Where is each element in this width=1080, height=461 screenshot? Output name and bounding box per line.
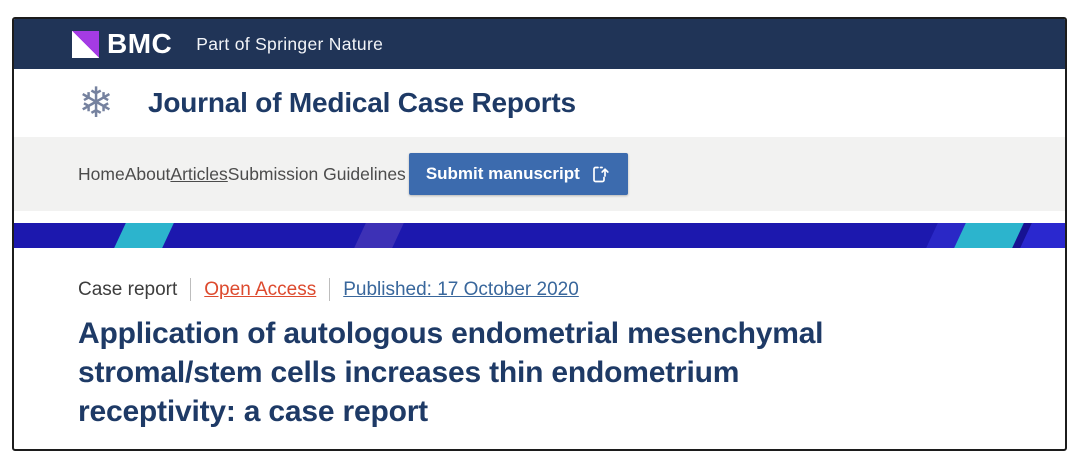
submit-manuscript-label: Submit manuscript: [425, 164, 580, 183]
bmc-wordmark[interactable]: BMC: [107, 28, 173, 59]
brand-bar: BMC Part of Springer Nature: [14, 19, 1065, 69]
journal-title[interactable]: Journal of Medical Case Reports: [148, 87, 576, 118]
article-header: Case report Open Access Published: 17 Oc…: [14, 248, 1065, 431]
decorative-banner: [14, 223, 1065, 248]
meta-separator: [329, 278, 331, 301]
nav-item-articles[interactable]: Articles: [170, 163, 228, 184]
article-title: Application of autologous endometrial me…: [78, 314, 1065, 431]
banner-indigo-shape: [352, 223, 406, 248]
upload-page-icon: [590, 164, 611, 185]
nav-item-home[interactable]: Home: [78, 163, 125, 184]
nav-item-about[interactable]: About: [124, 163, 171, 184]
open-access-link[interactable]: Open Access: [204, 278, 317, 300]
journal-snowflake-logo-icon[interactable]: [72, 79, 120, 127]
banner-teal-shape-left: [112, 223, 176, 248]
meta-separator: [190, 278, 192, 301]
article-title-line-1: Application of autologous endometrial me…: [78, 317, 824, 350]
nav-item-submission-guidelines[interactable]: Submission Guidelines: [227, 163, 406, 184]
bmc-logo-icon[interactable]: [72, 30, 99, 58]
published-date-link[interactable]: Published: 17 October 2020: [343, 278, 579, 300]
article-title-line-3: receptivity: a case report: [78, 395, 428, 428]
page-frame: BMC Part of Springer Nature Journal of M…: [12, 17, 1067, 451]
brand-tagline: Part of Springer Nature: [196, 33, 384, 54]
article-meta-row: Case report Open Access Published: 17 Oc…: [78, 278, 1065, 301]
submit-manuscript-button[interactable]: Submit manuscript: [408, 153, 628, 195]
spacer: [14, 211, 1065, 223]
journal-header: Journal of Medical Case Reports: [14, 69, 1065, 137]
article-type-label: Case report: [78, 278, 178, 300]
main-nav: Home About Articles Submission Guideline…: [14, 137, 1065, 211]
article-title-line-2: stromal/stem cells increases thin endome…: [78, 356, 740, 389]
